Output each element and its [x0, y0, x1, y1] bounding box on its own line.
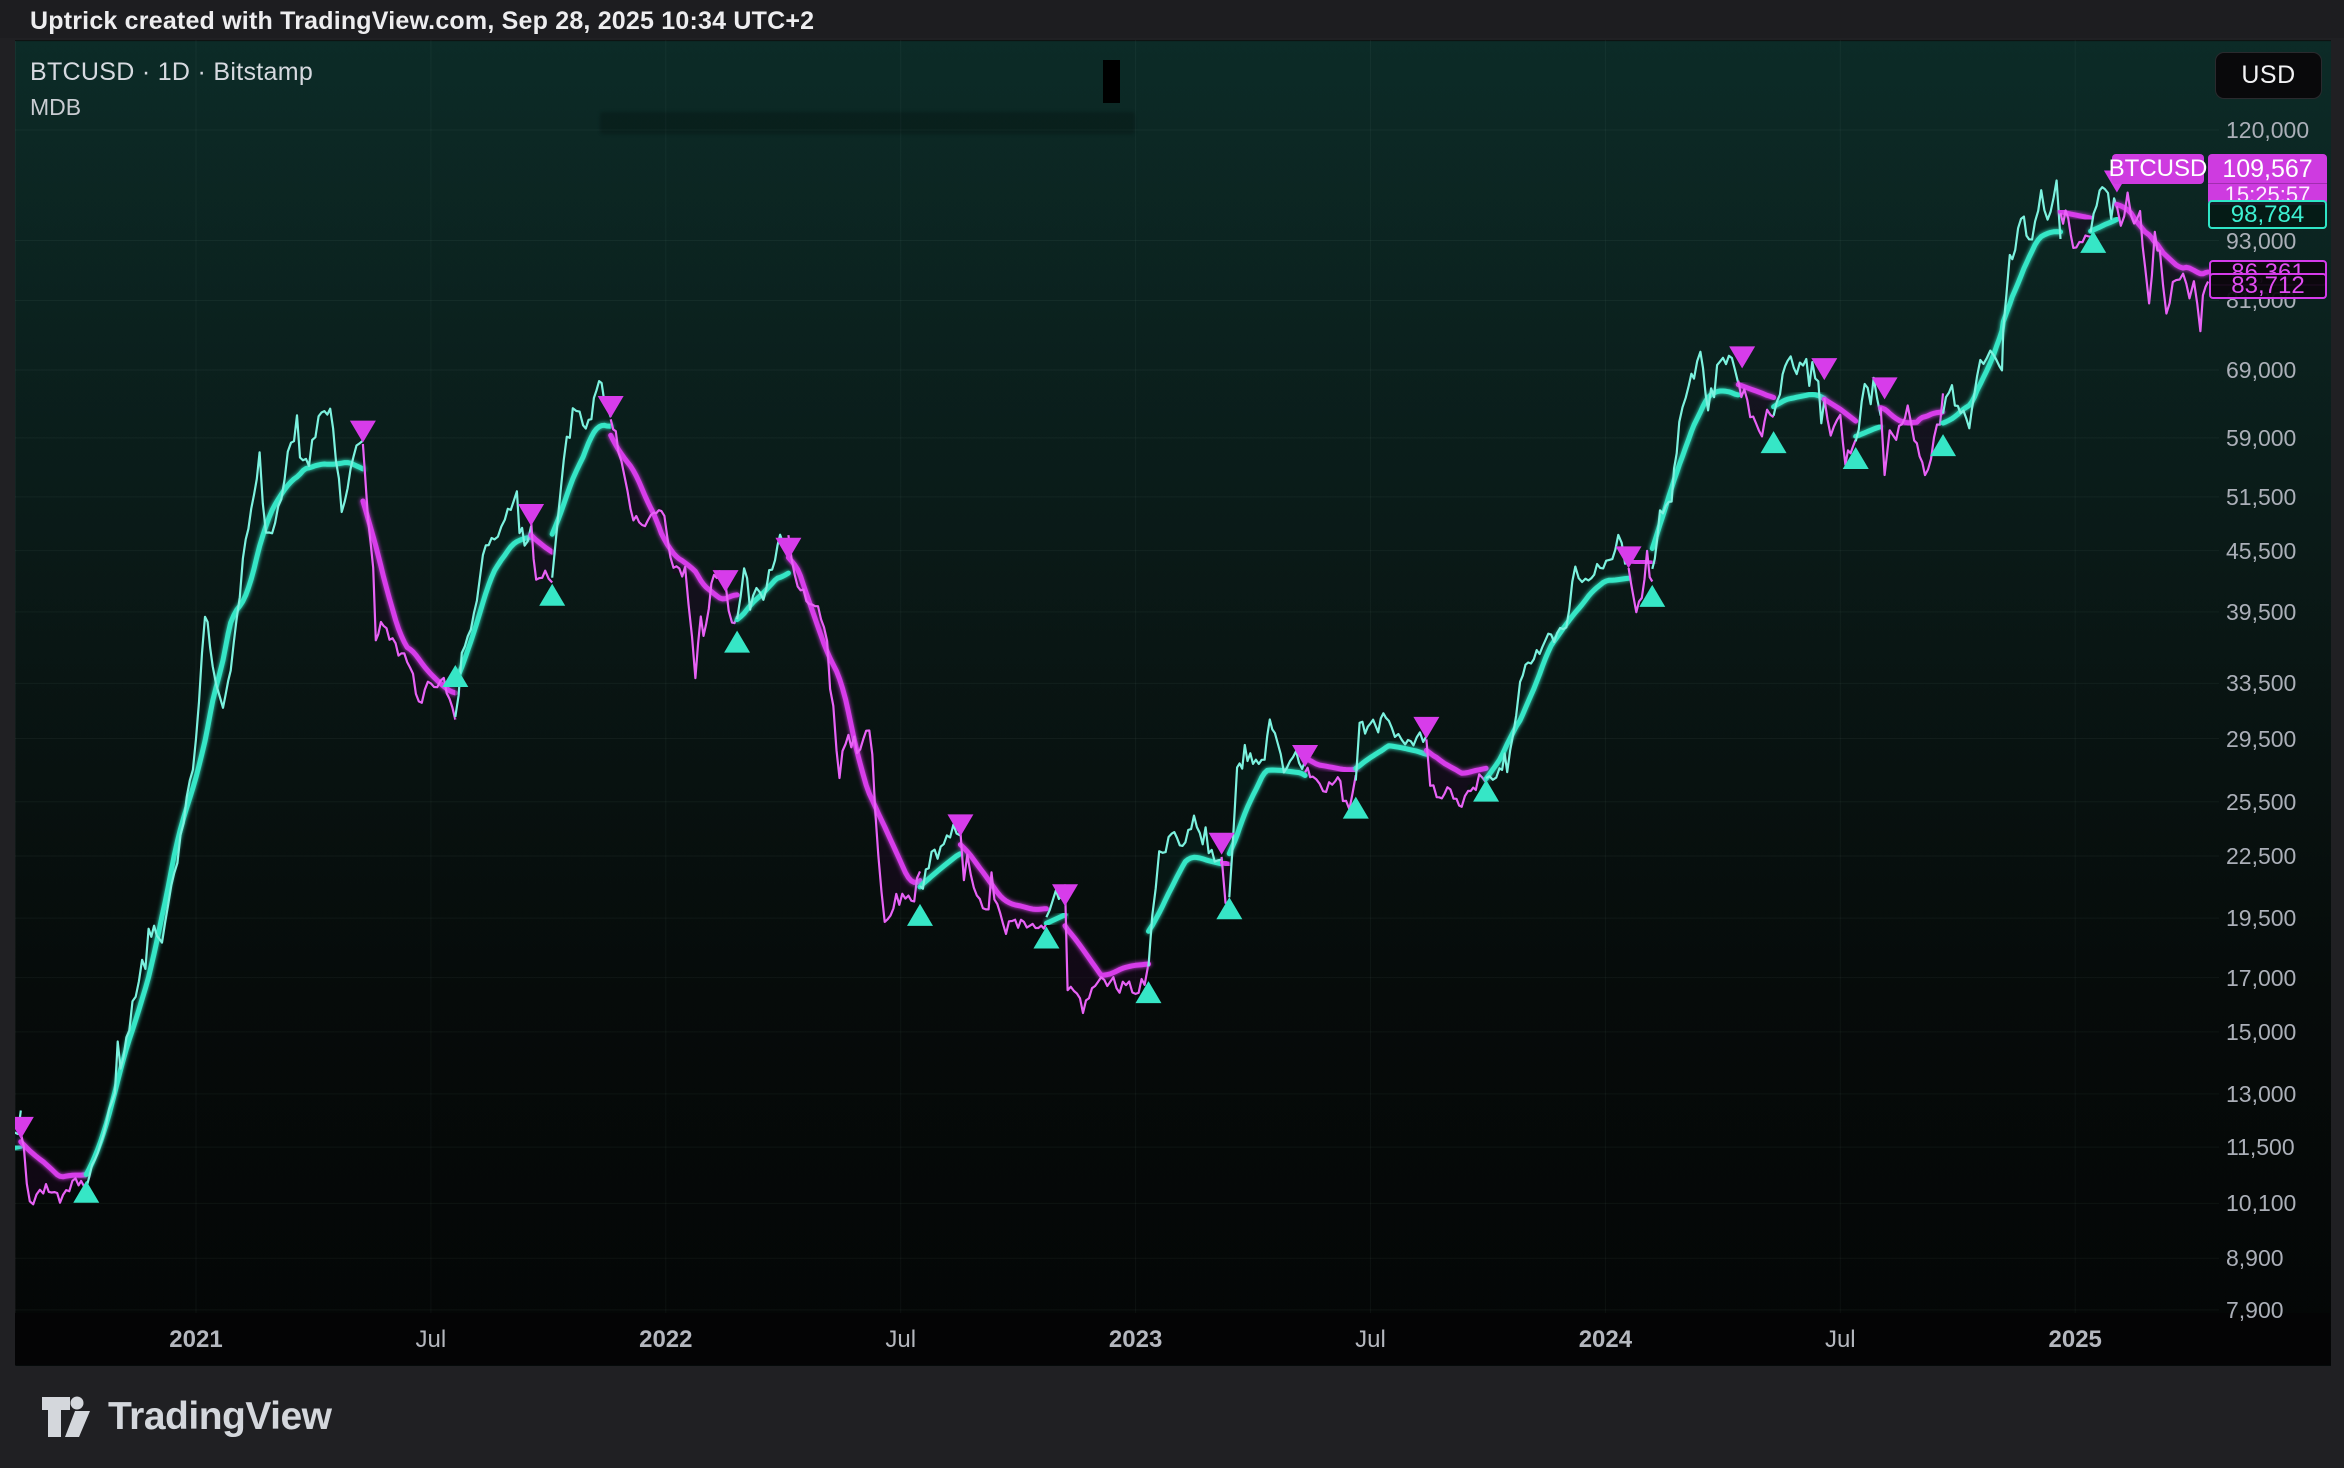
buy-signal-icon — [539, 583, 566, 606]
buy-signal-icon — [1760, 431, 1787, 454]
gridlines — [15, 40, 2219, 1313]
price-tick-label: 15,000 — [2226, 1018, 2297, 1045]
tradingview-logo-icon — [42, 1396, 90, 1437]
attribution-text: Uptrick created with TradingView.com, Se… — [30, 7, 815, 35]
price-tick-label: 22,500 — [2226, 843, 2297, 869]
sell-signal-icon — [349, 420, 376, 443]
symbol-title[interactable]: BTCUSD · 1D · Bitstamp — [30, 58, 314, 86]
price-tick-label: 25,500 — [2226, 788, 2297, 815]
sell-signal-icon — [1811, 358, 1838, 381]
time-tick-label: 2025 — [2048, 1326, 2102, 1353]
price-tick-label: 51,500 — [2226, 483, 2297, 510]
sell-signal-icon — [775, 537, 802, 560]
time-tick-label: Jul — [1355, 1326, 1386, 1353]
sell-signal-icon — [597, 396, 624, 419]
price-tick-label: 8,900 — [2226, 1245, 2284, 1272]
price-tick-label: 59,000 — [2226, 424, 2297, 451]
sell-signal-icon — [518, 504, 545, 527]
last-price-badge: 109,567 15:25:57 — [2208, 154, 2327, 206]
price-tick-label: 39,500 — [2226, 598, 2297, 625]
price-tick-label: 19,500 — [2226, 905, 2297, 932]
indicator-lower-band-badge: 83,712 — [2209, 272, 2327, 300]
buy-signal-icon — [1473, 779, 1500, 802]
sell-signal-icon — [1292, 745, 1319, 768]
sell-signal-icon — [947, 814, 974, 837]
time-scale-axis[interactable]: 2021 Jul 2022 Jul 2023 Jul 2024 Jul 2025 — [15, 1313, 2330, 1365]
time-tick-label: 2023 — [1108, 1326, 1163, 1353]
price-tick-label: 120,000 — [2226, 117, 2310, 143]
time-tick-label: Jul — [885, 1326, 917, 1353]
ticker-badge: BTCUSD — [2108, 154, 2208, 185]
time-tick-label: 2022 — [639, 1326, 693, 1353]
buy-signal-icon — [1842, 446, 1869, 469]
sell-signal-icon — [15, 1116, 34, 1139]
price-tick-label: 45,500 — [2226, 537, 2297, 564]
sell-signal-icon — [1729, 346, 1756, 369]
price-tick-label: 10,100 — [2226, 1190, 2297, 1217]
price-tick-label: 33,500 — [2226, 670, 2297, 697]
price-tick-label: 7,900 — [2226, 1296, 2284, 1323]
redacted-box — [1103, 60, 1120, 103]
signal-markers — [15, 170, 2130, 1203]
price-tick-label: 11,500 — [2226, 1134, 2295, 1161]
sell-signal-icon — [712, 570, 739, 593]
symbol-header[interactable]: BTCUSD · 1D · Bitstamp MDB — [30, 58, 313, 121]
top-attribution-bar: Uptrick created with TradingView.com, Se… — [0, 0, 2344, 38]
sell-signal-icon — [1208, 832, 1235, 855]
chart-panel — [15, 40, 2331, 1366]
time-tick-label: Jul — [415, 1326, 447, 1353]
indicator-upper-band-badge: 98,784 — [2208, 200, 2327, 230]
time-tick-label: Jul — [1824, 1326, 1856, 1353]
sell-signal-icon — [1615, 546, 1642, 569]
price-chart-canvas[interactable] — [15, 40, 2219, 1313]
sell-signal-icon — [1052, 884, 1079, 907]
buy-signal-icon — [1135, 981, 1162, 1004]
buy-signal-icon — [1639, 584, 1666, 607]
time-tick-label: 2024 — [1578, 1326, 1633, 1353]
currency-toggle-button[interactable]: USD — [2215, 52, 2322, 99]
time-tick-label: 2021 — [169, 1326, 223, 1353]
tradingview-logo-text: TradingView — [108, 1395, 332, 1438]
price-tick-label: 13,000 — [2226, 1080, 2297, 1107]
price-tick-label: 17,000 — [2226, 964, 2297, 991]
buy-signal-icon — [1033, 926, 1060, 949]
buy-signal-icon — [1930, 434, 1957, 457]
sell-signal-icon — [1413, 716, 1440, 739]
last-price-value: 109,567 — [2222, 155, 2313, 184]
buy-signal-icon — [1216, 897, 1243, 920]
indicator-label[interactable]: MDB — [30, 94, 82, 120]
buy-signal-icon — [442, 664, 469, 687]
bar-countdown: 15:25:57 — [2208, 183, 2327, 205]
tradingview-logo[interactable]: TradingView — [42, 1392, 332, 1442]
price-tick-label: 69,000 — [2226, 357, 2297, 383]
buy-signal-icon — [724, 630, 751, 653]
buy-signal-icon — [2080, 230, 2107, 253]
hidden-watermark-text — [600, 112, 1135, 134]
buy-signal-icon — [1342, 796, 1369, 819]
sell-signal-icon — [1871, 377, 1898, 400]
price-tick-label: 29,500 — [2226, 725, 2297, 752]
buy-signal-icon — [906, 903, 933, 926]
buy-signal-icon — [73, 1180, 100, 1203]
price-scale-axis[interactable]: 7,900 8,900 10,100 11,500 13,000 15,000 17,000… — [2109, 40, 2330, 1323]
price-series — [15, 179, 2211, 1206]
price-tick-label: 93,000 — [2226, 227, 2297, 254]
